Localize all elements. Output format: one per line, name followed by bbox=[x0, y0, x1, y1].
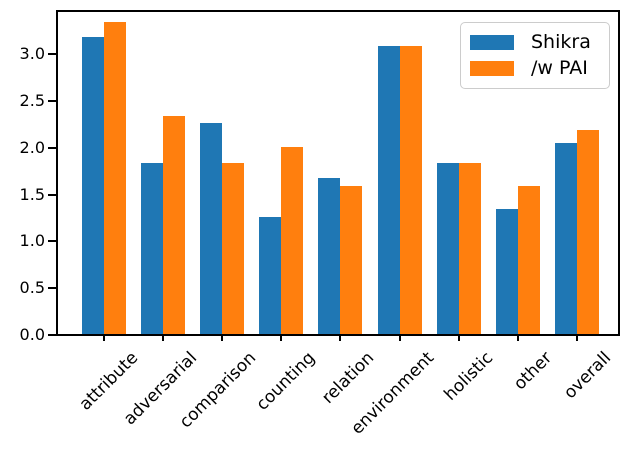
bar-pai-environment bbox=[399, 46, 422, 334]
x-tick-mark bbox=[516, 334, 519, 341]
x-tick-label-overall: overall bbox=[560, 348, 616, 403]
legend: Shikra/w PAI bbox=[460, 22, 610, 89]
legend-item-shikra: Shikra bbox=[470, 31, 599, 53]
y-tick-mark bbox=[48, 99, 56, 102]
y-tick-mark bbox=[48, 334, 56, 336]
bar-pai-comparison bbox=[221, 162, 244, 334]
y-tick-label: 3.0 bbox=[19, 44, 45, 63]
x-tick-mark bbox=[576, 334, 579, 341]
bar-group-holistic bbox=[436, 12, 481, 334]
legend-label: Shikra bbox=[531, 31, 591, 53]
x-tick-mark bbox=[339, 334, 342, 341]
y-tick-label: 2.5 bbox=[19, 90, 45, 110]
x-tick-label-relation: relation bbox=[318, 348, 379, 408]
x-tick-label-counting: counting bbox=[252, 348, 320, 415]
bar-group-attribute bbox=[81, 12, 126, 334]
bar-pai-adversarial bbox=[162, 115, 185, 334]
x-tick-mark bbox=[220, 334, 223, 341]
bar-group-adversarial bbox=[140, 12, 185, 334]
y-tick-label: 1.0 bbox=[19, 231, 45, 251]
bar-shikra-overall bbox=[555, 142, 578, 334]
x-tick-label-other: other bbox=[509, 348, 557, 395]
bar-pai-overall bbox=[577, 129, 600, 334]
x-tick-mark bbox=[398, 334, 401, 341]
bar-group-comparison bbox=[199, 12, 244, 334]
y-tick-label: 0.5 bbox=[19, 278, 45, 298]
bar-shikra-adversarial bbox=[140, 162, 163, 334]
bar-group-overall bbox=[555, 12, 600, 334]
bar-group-other bbox=[495, 12, 540, 334]
x-tick-mark bbox=[161, 334, 164, 341]
x-tick-mark bbox=[102, 334, 105, 341]
bar-pai-relation bbox=[340, 186, 363, 334]
y-tick-label: 0.0 bbox=[19, 325, 45, 344]
bar-shikra-comparison bbox=[199, 123, 222, 334]
y-tick-mark bbox=[48, 146, 56, 149]
legend-swatch-icon bbox=[470, 60, 514, 76]
bar-shikra-environment bbox=[377, 46, 400, 334]
x-tick-mark bbox=[457, 334, 460, 341]
bar-pai-counting bbox=[281, 146, 304, 334]
y-tick-label: 1.5 bbox=[19, 184, 45, 204]
bar-shikra-holistic bbox=[436, 162, 459, 334]
bar-pai-other bbox=[517, 186, 540, 334]
legend-label: /w PAI bbox=[531, 57, 588, 79]
x-tick-mark bbox=[280, 334, 283, 341]
legend-swatch-icon bbox=[470, 34, 514, 50]
bar-pai-attribute bbox=[103, 22, 126, 334]
bar-group-relation bbox=[318, 12, 363, 334]
y-tick-mark bbox=[48, 287, 56, 290]
y-tick-mark bbox=[48, 193, 56, 196]
legend-item-pai: /w PAI bbox=[470, 57, 599, 79]
bar-group-environment bbox=[377, 12, 422, 334]
bar-shikra-attribute bbox=[81, 37, 104, 334]
bar-shikra-counting bbox=[259, 216, 282, 334]
y-tick-label: 2.0 bbox=[19, 137, 45, 157]
x-tick-label-holistic: holistic bbox=[440, 348, 497, 405]
y-tick-mark bbox=[48, 240, 56, 243]
y-tick-mark bbox=[48, 53, 56, 55]
bar-shikra-other bbox=[495, 209, 518, 334]
bar-pai-holistic bbox=[458, 162, 481, 334]
bar-group-counting bbox=[259, 12, 304, 334]
bar-shikra-relation bbox=[318, 177, 341, 334]
